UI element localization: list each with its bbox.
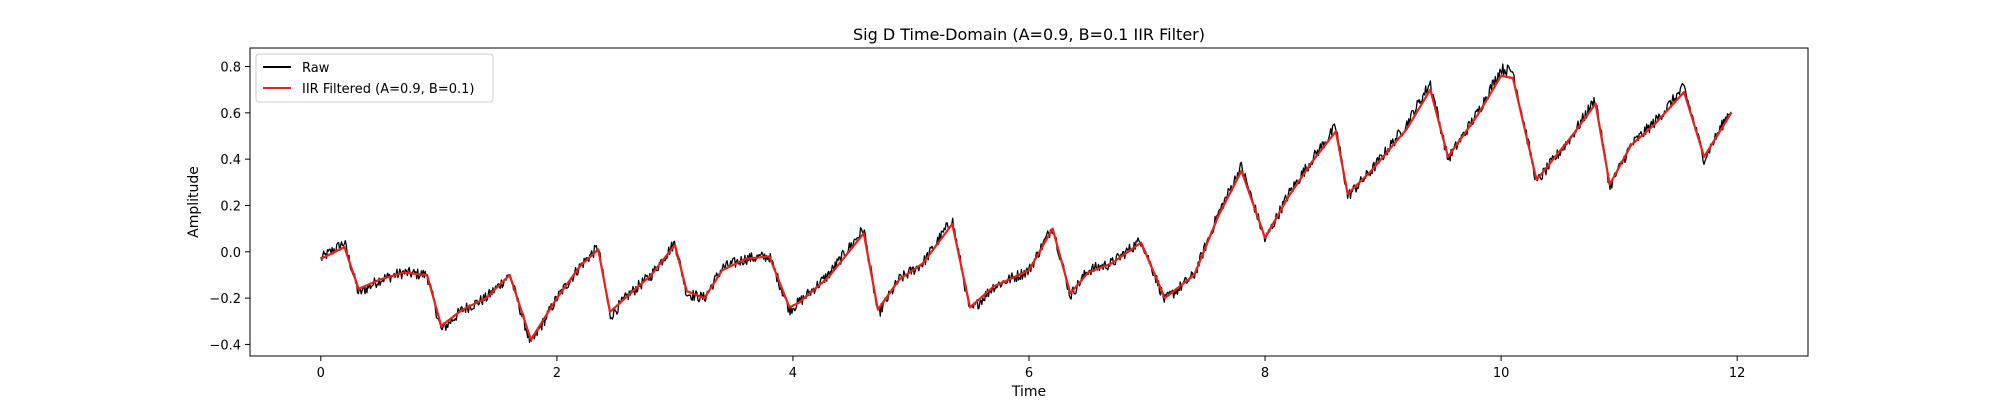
legend: Raw IIR Filtered (A=0.9, B=0.1) (255, 53, 494, 103)
y-tick-label: −0.2 (209, 292, 241, 307)
series-line-iir-filtered (320, 74, 1733, 341)
y-tick-label: 0.6 (220, 107, 241, 122)
y-tick-label: 0.4 (220, 153, 241, 168)
x-axis-label: Time (1011, 384, 1046, 400)
x-tick-label: 10 (1493, 366, 1510, 381)
x-tick-label: 12 (1729, 366, 1746, 381)
y-tick-label: 0.2 (220, 199, 241, 214)
legend-box (255, 53, 494, 103)
y-tick-label: −0.4 (209, 338, 241, 353)
x-tick-label: 8 (1261, 366, 1269, 381)
y-tick-label: 0.8 (220, 61, 241, 76)
x-tick-label: 0 (317, 366, 325, 381)
y-axis-ticks: −0.4 −0.2 0.0 0.2 0.4 0.6 0.8 (209, 61, 250, 353)
x-tick-label: 4 (789, 366, 797, 381)
y-tick-label: 0.0 (220, 246, 241, 261)
chart-title: Sig D Time-Domain (A=0.9, B=0.1 IIR Filt… (853, 25, 1205, 44)
x-tick-label: 6 (1025, 366, 1033, 381)
x-tick-label: 2 (553, 366, 561, 381)
y-axis-label: Amplitude (186, 166, 202, 238)
plot-lines (320, 63, 1733, 344)
legend-label-filtered: IIR Filtered (A=0.9, B=0.1) (302, 82, 474, 97)
x-axis-ticks: 0 2 4 6 8 10 12 (317, 356, 1746, 381)
legend-label-raw: Raw (302, 61, 330, 76)
